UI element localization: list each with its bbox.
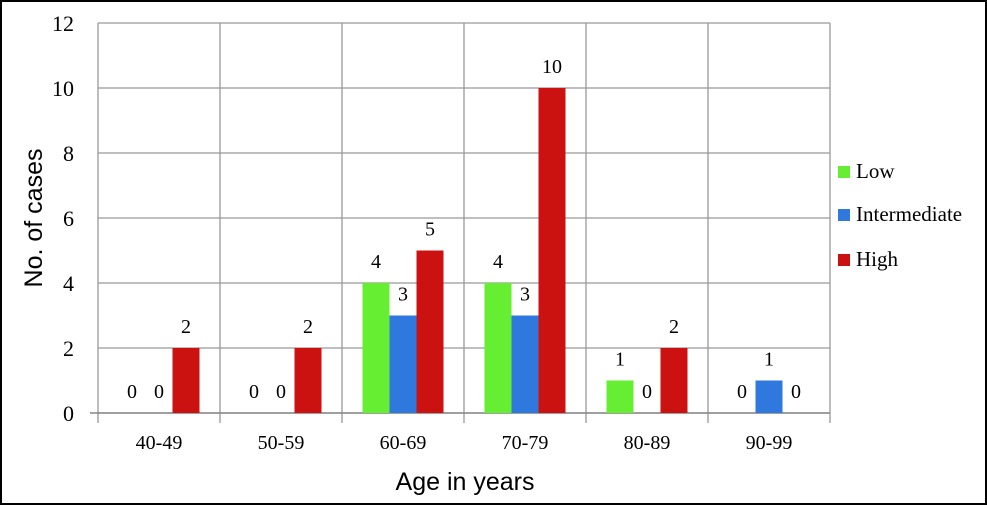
data-label: 0 <box>249 381 259 403</box>
bar-high <box>172 348 200 413</box>
data-label: 10 <box>542 56 562 78</box>
data-label: 0 <box>154 381 164 403</box>
bar-high <box>538 88 566 413</box>
x-tick-label: 80-89 <box>624 432 671 454</box>
x-tick-label: 70-79 <box>502 432 549 454</box>
y-tick-label: 10 <box>52 76 74 101</box>
legend-label-intermediate: Intermediate <box>856 202 962 226</box>
bar-intermediate <box>511 315 539 413</box>
bar-high <box>660 348 688 413</box>
y-tick-label: 4 <box>63 271 74 296</box>
data-label: 3 <box>520 284 530 306</box>
y-tick-label: 6 <box>63 206 74 231</box>
bar-low <box>484 283 512 413</box>
data-label: 5 <box>425 219 435 241</box>
bar-intermediate <box>389 315 417 413</box>
y-tick-label: 12 <box>52 11 74 36</box>
data-label: 0 <box>791 381 801 403</box>
bar-intermediate <box>755 380 783 413</box>
y-tick-labels: 0 2 4 6 8 10 12 <box>52 11 74 426</box>
bar-high <box>416 250 444 413</box>
bar-low <box>606 380 634 413</box>
y-tick-label: 8 <box>63 141 74 166</box>
data-label: 0 <box>276 381 286 403</box>
legend-swatch-low <box>838 166 850 178</box>
y-axis-title: No. of cases <box>20 149 48 288</box>
data-label: 2 <box>669 316 679 338</box>
data-label: 0 <box>642 381 652 403</box>
legend-swatch-intermediate <box>838 209 850 221</box>
bars <box>172 88 783 413</box>
legend: Low Intermediate High <box>838 159 962 271</box>
data-label: 0 <box>737 381 747 403</box>
x-tick-label: 40-49 <box>136 432 183 454</box>
data-label: 1 <box>764 349 774 371</box>
legend-label-low: Low <box>856 159 895 183</box>
y-tick-label: 2 <box>63 336 74 361</box>
x-tick-label: 60-69 <box>380 432 427 454</box>
legend-swatch-high <box>838 254 850 266</box>
x-axis-title: Age in years <box>396 468 535 496</box>
legend-label-high: High <box>856 247 899 271</box>
grid <box>90 22 831 423</box>
data-label: 4 <box>371 251 381 273</box>
bar-high <box>294 348 322 413</box>
data-label: 4 <box>493 251 503 273</box>
data-label: 2 <box>303 316 313 338</box>
data-label: 1 <box>615 349 625 371</box>
y-tick-label: 0 <box>63 401 74 426</box>
data-label: 2 <box>181 316 191 338</box>
bar-low <box>362 283 390 413</box>
x-tick-label: 50-59 <box>258 432 305 454</box>
x-tick-label: 90-99 <box>746 432 793 454</box>
data-label: 3 <box>398 284 408 306</box>
data-label: 0 <box>127 381 137 403</box>
x-tick-labels: 40-49 50-59 60-69 70-79 80-89 90-99 <box>136 432 793 454</box>
